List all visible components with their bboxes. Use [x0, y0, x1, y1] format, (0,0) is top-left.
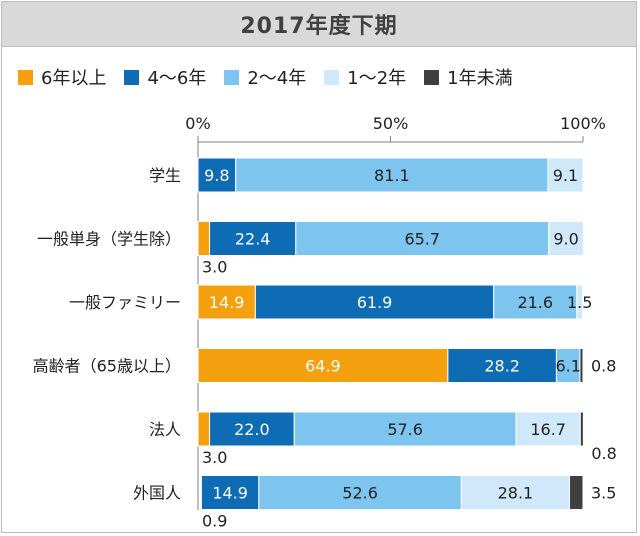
legend-item-1to2: 1～2年 — [324, 64, 406, 90]
bar-segment — [548, 221, 584, 256]
bar-segment — [447, 348, 557, 383]
bar-segment — [547, 157, 584, 193]
bar-segment — [209, 411, 295, 447]
category-label: 外国人 — [133, 484, 181, 503]
bar-segment — [258, 475, 462, 510]
x-tick-label: 0% — [185, 114, 210, 133]
legend-label: 4～6年 — [147, 68, 207, 89]
data-label: 28.2 — [484, 357, 520, 376]
legend-item-under1: 1年未満 — [424, 64, 513, 90]
bar-segment — [197, 411, 211, 447]
data-label: 6.1 — [555, 357, 580, 376]
data-label: 0.8 — [591, 357, 616, 376]
category-label: 高齢者（65歳以上） — [33, 357, 181, 376]
bar-segment — [197, 284, 256, 320]
data-label: 22.0 — [234, 420, 270, 439]
bar-segment — [200, 475, 260, 510]
legend-label: 1年未満 — [447, 68, 513, 89]
chart-title-bar: 2017年度下期 — [1, 1, 637, 47]
data-label: 3.5 — [591, 484, 616, 503]
data-label: 1.5 — [567, 293, 592, 312]
data-label: 81.1 — [374, 166, 410, 185]
data-label: 65.7 — [404, 230, 440, 249]
data-label: 0.9 — [202, 512, 227, 531]
bar-segment — [579, 411, 584, 447]
legend-item-2to4: 2～4年 — [224, 64, 306, 90]
data-label: 16.7 — [530, 420, 566, 439]
chart-title: 2017年度下期 — [240, 14, 398, 39]
data-label: 9.1 — [553, 166, 578, 185]
chart-legend: 6年以上 4～6年 2～4年 1～2年 1年未満 — [18, 64, 531, 90]
legend-label: 6年以上 — [41, 68, 107, 89]
legend-label: 1～2年 — [347, 68, 407, 89]
legend-swatch — [18, 69, 33, 85]
category-label: 一般単身（学生除） — [37, 230, 181, 249]
category-label: 学生 — [149, 166, 181, 185]
bar-segment — [197, 221, 211, 256]
bar-segment — [576, 284, 584, 320]
legend-item-4to6: 4～6年 — [124, 64, 206, 90]
data-label: 61.9 — [357, 293, 393, 312]
data-label: 9.8 — [204, 166, 229, 185]
legend-swatch — [424, 69, 440, 85]
bar-segment — [293, 411, 517, 447]
bar-segment — [569, 475, 584, 510]
data-label: 0.8 — [591, 444, 616, 463]
legend-swatch — [224, 69, 240, 85]
bar-segment — [235, 157, 549, 193]
data-label: 28.1 — [498, 484, 534, 503]
bar-segment — [493, 284, 578, 320]
category-label: 法人 — [149, 420, 181, 439]
x-tick-label: 100% — [560, 114, 606, 133]
data-label: 57.6 — [387, 420, 423, 439]
bar-segment — [197, 157, 237, 193]
data-label: 3.0 — [202, 448, 227, 467]
data-label: 64.9 — [305, 357, 341, 376]
legend-swatch — [324, 69, 340, 85]
bar-segment — [515, 411, 581, 447]
x-tick-label: 50% — [373, 114, 409, 133]
data-label: 9.0 — [553, 230, 578, 249]
data-label: 3.0 — [202, 258, 227, 277]
data-label: 21.6 — [517, 293, 553, 312]
legend-label: 2～4年 — [247, 68, 307, 89]
data-label: 52.6 — [342, 484, 378, 503]
data-label: 14.9 — [212, 484, 248, 503]
category-label: 一般ファミリー — [69, 293, 181, 312]
data-label: 22.4 — [235, 230, 271, 249]
bar-segment — [579, 348, 584, 383]
legend-swatch — [124, 69, 140, 85]
data-label: 14.9 — [209, 293, 245, 312]
bar-segment — [295, 221, 550, 256]
legend-item-6plus: 6年以上 — [18, 64, 106, 90]
